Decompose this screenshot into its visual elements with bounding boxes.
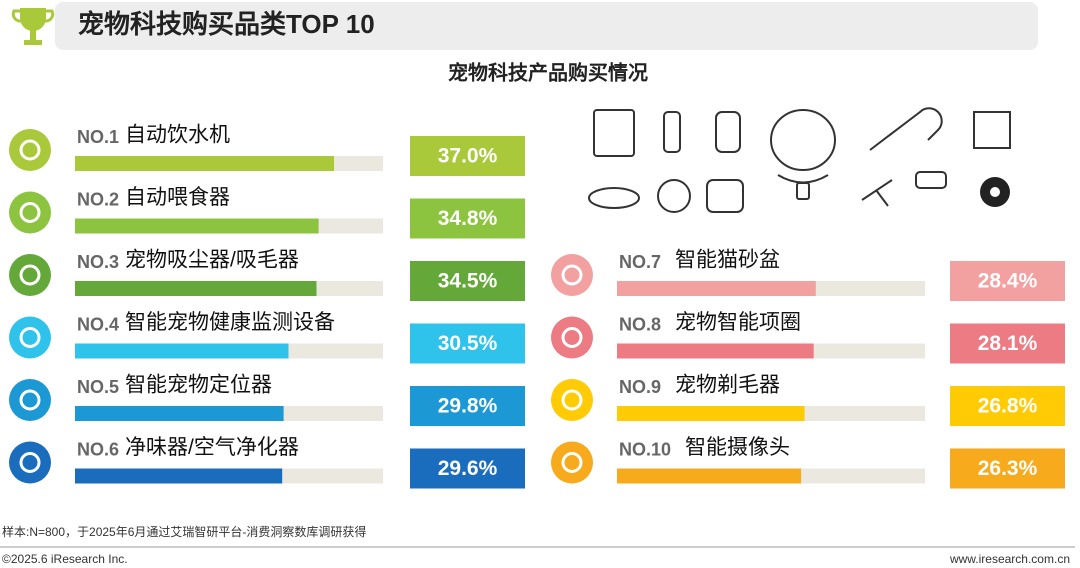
rank-label: NO.5	[77, 377, 119, 397]
bar	[617, 281, 816, 296]
category-icon-glyph	[19, 327, 41, 348]
bar	[75, 343, 289, 359]
category-icon-glyph	[561, 452, 583, 473]
trophy-icon	[11, 8, 55, 45]
category-icon-glyph	[561, 389, 583, 411]
value-box	[950, 448, 1065, 489]
category-label: 宠物智能项圈	[675, 311, 801, 334]
category-label: 自动饮水机	[125, 124, 230, 147]
value-box	[410, 261, 525, 301]
footnote: 样本:N=800，于2025年6月通过艾瑞智研平台-消费洞察数库调研获得	[2, 524, 366, 539]
rank-label: NO.7	[619, 252, 661, 272]
category-label: 智能宠物定位器	[125, 374, 272, 397]
value-box	[950, 261, 1065, 301]
category-icon	[551, 379, 593, 421]
value-label: 26.3%	[978, 457, 1038, 480]
bar	[75, 281, 317, 296]
value-label: 28.1%	[978, 332, 1038, 355]
category-icon	[551, 316, 593, 359]
illustration	[588, 107, 1011, 213]
category-icon	[9, 441, 51, 484]
bar	[75, 406, 284, 421]
value-label: 34.8%	[438, 207, 498, 230]
bar	[75, 468, 283, 484]
category-label: 智能宠物健康监测设备	[125, 311, 335, 334]
category-icon	[9, 316, 51, 359]
value-label: 37.0%	[438, 145, 498, 168]
rank-label: NO.2	[77, 189, 119, 209]
category-icon-glyph	[19, 139, 41, 161]
rank-label: NO.9	[619, 377, 661, 397]
bar	[75, 218, 319, 234]
header-title: 宠物科技购买品类TOP 10	[78, 9, 375, 39]
value-box	[950, 386, 1065, 426]
category-icon	[551, 441, 593, 484]
category-label: 宠物剃毛器	[675, 374, 780, 397]
value-label: 30.5%	[438, 332, 498, 355]
rank-label: NO.8	[619, 314, 661, 334]
value-label: 29.8%	[438, 395, 498, 418]
value-label: 26.8%	[978, 395, 1038, 418]
category-icon-glyph	[19, 389, 41, 411]
value-box	[410, 198, 525, 239]
bar	[617, 468, 802, 484]
category-icon-glyph	[561, 264, 583, 286]
category-label: 净味器/空气净化器	[125, 436, 299, 459]
rank-label: NO.1	[77, 127, 119, 147]
rank-label: NO.3	[77, 252, 119, 272]
value-label: 28.4%	[978, 270, 1038, 293]
category-label: 宠物吸尘器/吸毛器	[125, 249, 299, 272]
category-label: 智能摄像头	[685, 436, 790, 459]
rank-label: NO.4	[77, 314, 119, 334]
category-icon	[9, 191, 51, 234]
rank-label: NO.6	[77, 439, 119, 459]
copyright: ©2025.6 iResearch Inc.	[2, 552, 128, 566]
header-bar	[55, 2, 1038, 50]
website: www.iresearch.com.cn	[949, 552, 1070, 566]
bar	[617, 406, 805, 421]
value-box	[950, 323, 1065, 364]
value-label: 29.6%	[438, 457, 498, 480]
category-icon-glyph	[19, 452, 41, 473]
value-box	[410, 448, 525, 489]
chart-title: 宠物科技产品购买情况	[448, 60, 648, 84]
category-icon	[9, 379, 51, 421]
category-icon-glyph	[19, 264, 41, 286]
category-label: 智能猫砂盆	[675, 249, 780, 272]
value-box	[410, 386, 525, 426]
category-label: 自动喂食器	[125, 186, 230, 209]
value-label: 34.5%	[438, 270, 498, 293]
category-icon	[551, 254, 593, 296]
value-box	[410, 323, 525, 364]
bar	[617, 343, 814, 359]
bar	[75, 156, 334, 171]
rank-label: NO.10	[619, 439, 671, 459]
category-icon	[9, 254, 51, 296]
category-icon	[9, 129, 51, 171]
category-icon-glyph	[561, 327, 583, 348]
value-box	[410, 136, 525, 176]
category-icon-glyph	[19, 202, 41, 223]
